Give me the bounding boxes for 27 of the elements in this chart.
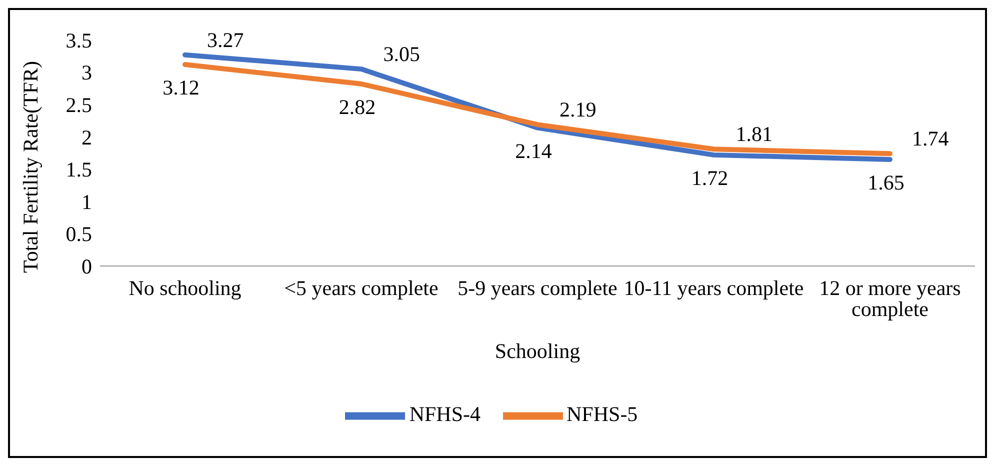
y-tick-label: 3 [82,60,92,85]
y-tick-label: 1.5 [66,158,92,182]
data-label: 2.14 [515,138,552,163]
data-label: 2.19 [560,98,596,122]
y-tick-label: 2 [82,125,92,150]
x-tick-label: 12 or more years complete [819,276,961,321]
legend-label: NFHS-4 [409,402,480,426]
x-axis-title: Schooling [494,339,581,363]
data-label: 2.82 [338,94,376,119]
data-label: 1.74 [912,126,950,151]
y-tick-label: 0.5 [66,222,92,246]
y-axis-title: Total Fertility Rate(TFR) [18,60,42,273]
y-tick-label: 1 [82,190,92,214]
x-tick-label: 10-11 years complete [624,276,804,300]
y-tick-label: 0 [82,254,92,278]
data-label: 1.72 [691,166,728,190]
y-tick-label: 2.5 [66,93,92,118]
x-tick-label: 5-9 years complete [458,276,618,300]
data-label: 1.65 [868,170,904,194]
data-label: 3.05 [383,42,420,66]
x-tick-label: <5 years complete [284,276,438,300]
data-label: 3.27 [207,28,244,52]
data-label: 1.81 [736,122,772,146]
x-tick-label: No schooling [128,276,242,300]
data-label: 3.12 [162,76,200,100]
legend-label: NFHS-5 [566,402,638,426]
y-tick-label: 3.5 [66,28,92,52]
